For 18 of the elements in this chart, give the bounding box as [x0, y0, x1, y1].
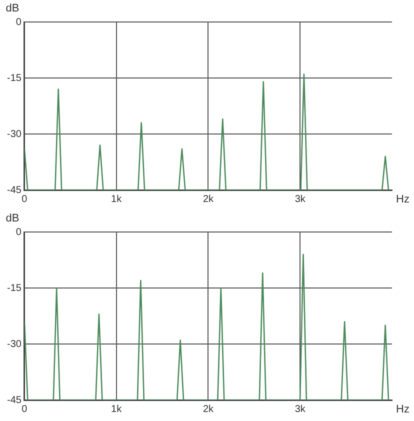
- y-axis-title: dB: [6, 212, 20, 225]
- y-tick-label: -30: [7, 128, 22, 140]
- x-tick-label: 1k: [111, 194, 123, 205]
- x-axis-title: Hz: [396, 404, 410, 416]
- x-tick-label: 3k: [294, 404, 306, 415]
- y-axis-title: dB: [6, 2, 20, 15]
- x-tick-label: 2k: [202, 404, 215, 415]
- y-tick-label: 0: [16, 226, 22, 238]
- x-axis-title: Hz: [396, 194, 410, 206]
- x-tick-label: 1k: [111, 404, 123, 415]
- y-tick-label: -15: [7, 282, 22, 294]
- y-tick-label: -15: [7, 72, 22, 84]
- y-tick-label: 0: [16, 16, 22, 28]
- y-tick-label: -45: [7, 394, 22, 406]
- x-tick-label: 3k: [294, 194, 306, 205]
- y-tick-label: -45: [7, 184, 22, 196]
- x-tick-label: 2k: [202, 194, 215, 205]
- y-tick-label: -30: [7, 338, 22, 350]
